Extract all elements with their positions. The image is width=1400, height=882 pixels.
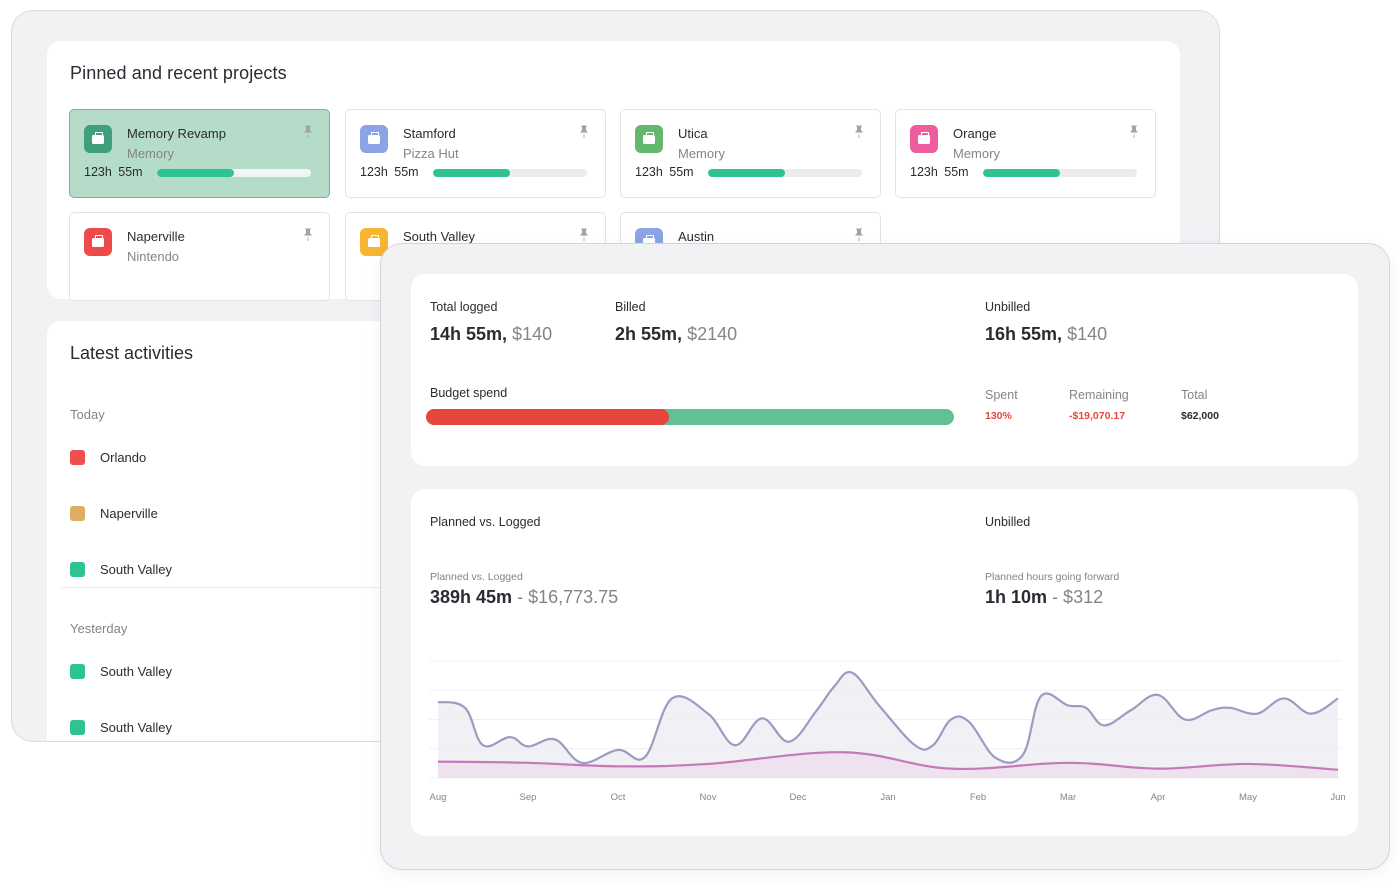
project-name: Utica [678, 126, 708, 141]
project-client: Memory [678, 146, 725, 161]
project-card[interactable]: Utica Memory 123h 55m [620, 109, 881, 198]
planned-vs-logged-value: 389h 45m - $16,773.75 [430, 587, 619, 607]
remaining-value: -$19,070.17 [1069, 410, 1126, 422]
total-value: $62,000 [1181, 410, 1219, 422]
x-tick-label: Sep [520, 792, 537, 803]
x-tick-label: May [1239, 792, 1257, 803]
project-color-swatch [70, 506, 85, 521]
project-name: Orange [953, 126, 997, 141]
project-progress-bar [708, 169, 862, 177]
planned-forward-value: 1h 10m - $312 [985, 587, 1104, 607]
spent-label: Spent [985, 388, 1018, 402]
pin-icon[interactable] [579, 125, 589, 138]
activity-group-yesterday: Yesterday [70, 621, 128, 636]
x-tick-label: Jun [1330, 792, 1345, 803]
activity-group-today: Today [70, 407, 105, 422]
project-name: South Valley [403, 229, 476, 244]
pin-icon[interactable] [854, 228, 864, 241]
briefcase-icon [84, 125, 112, 153]
series-0-line [437, 670, 1339, 764]
project-client: Memory [953, 146, 1000, 161]
project-time: 123h 55m [84, 165, 143, 179]
planned-logged-chart: Aug Sep Oct Nov Dec Jan Feb Mar Apr May Jun [429, 660, 1346, 803]
project-color-swatch [70, 450, 85, 465]
pin-icon[interactable] [303, 125, 313, 138]
unbilled-value: 16h 55m, $140 [985, 324, 1108, 344]
project-card[interactable]: Memory Revamp Memory 123h 55m [69, 109, 330, 198]
billed-label: Billed [615, 300, 646, 314]
x-tick-label: Oct [611, 792, 626, 803]
x-tick-label: Feb [970, 792, 986, 803]
x-tick-label: Apr [1151, 792, 1166, 803]
briefcase-icon [910, 125, 938, 153]
project-name: Austin [678, 229, 715, 244]
project-card[interactable]: Naperville Nintendo [69, 212, 330, 301]
series-1-area [438, 752, 1338, 778]
summary-panel: Total logged 14h 55m, $140 Billed 2h 55m… [411, 274, 1358, 466]
project-name: Naperville [127, 229, 185, 244]
planned-vs-logged-panel: Planned vs. Logged Unbilled Planned vs. … [411, 489, 1358, 836]
budget-spend-label: Budget spend [430, 386, 508, 400]
planned-vs-logged-sublabel: Planned vs. Logged [430, 571, 523, 583]
total-label: Total [1181, 388, 1208, 402]
total-logged-label: Total logged [430, 300, 498, 314]
project-client: Pizza Hut [403, 146, 459, 161]
activity-item-label: Orlando [100, 450, 147, 465]
project-color-swatch [70, 720, 85, 735]
x-tick-label: Aug [430, 792, 447, 803]
unbilled-label: Unbilled [985, 300, 1031, 314]
project-progress-fill [983, 169, 1060, 177]
activity-item-label: Naperville [100, 506, 158, 521]
project-progress-fill [157, 169, 234, 177]
project-card[interactable]: Stamford Pizza Hut 123h 55m [345, 109, 606, 198]
pinned-projects-title: Pinned and recent projects [70, 63, 287, 83]
budget-spend-fill [426, 409, 669, 425]
project-progress-fill [433, 169, 510, 177]
project-time: 123h 55m [635, 165, 694, 179]
briefcase-icon [360, 125, 388, 153]
x-tick-label: Mar [1060, 792, 1076, 803]
total-logged-value: 14h 55m, $140 [430, 324, 553, 344]
planned-forward-sublabel: Planned hours going forward [985, 571, 1120, 583]
x-tick-label: Dec [790, 792, 807, 803]
x-tick-label: Jan [880, 792, 895, 803]
projects-window: Pinned and recent projects Memory Revamp… [11, 10, 1220, 742]
billed-value: 2h 55m, $2140 [615, 324, 738, 344]
project-time: 123h 55m [360, 165, 419, 179]
project-name: Stamford [403, 126, 456, 141]
planned-vs-logged-title: Planned vs. Logged [430, 515, 541, 529]
report-window: Total logged 14h 55m, $140 Billed 2h 55m… [380, 243, 1390, 870]
project-color-swatch [70, 562, 85, 577]
unbilled-title: Unbilled [985, 515, 1031, 529]
activity-item-label: South Valley [100, 720, 173, 735]
project-progress-bar [433, 169, 587, 177]
remaining-label: Remaining [1069, 388, 1129, 402]
series-1-line [437, 751, 1339, 771]
pin-icon[interactable] [303, 228, 313, 241]
project-time: 123h 55m [910, 165, 969, 179]
project-client: Memory [127, 146, 174, 161]
series-0-area [438, 672, 1338, 778]
x-tick-label: Nov [700, 792, 717, 803]
latest-activities-title: Latest activities [70, 343, 194, 363]
activity-item-label: South Valley [100, 664, 173, 679]
pin-icon[interactable] [579, 228, 589, 241]
budget-spend-bar [426, 409, 954, 425]
project-progress-bar [157, 169, 311, 177]
spent-value: 130% [985, 410, 1012, 422]
briefcase-icon [84, 228, 112, 256]
project-progress-bar [983, 169, 1137, 177]
project-card[interactable]: Orange Memory 123h 55m [895, 109, 1156, 198]
project-color-swatch [70, 664, 85, 679]
briefcase-icon [635, 125, 663, 153]
project-progress-fill [708, 169, 785, 177]
pin-icon[interactable] [854, 125, 864, 138]
project-client: Nintendo [127, 249, 180, 264]
activity-divider [61, 587, 441, 588]
project-name: Memory Revamp [127, 126, 226, 141]
activity-item-label: South Valley [100, 562, 173, 577]
pin-icon[interactable] [1129, 125, 1139, 138]
